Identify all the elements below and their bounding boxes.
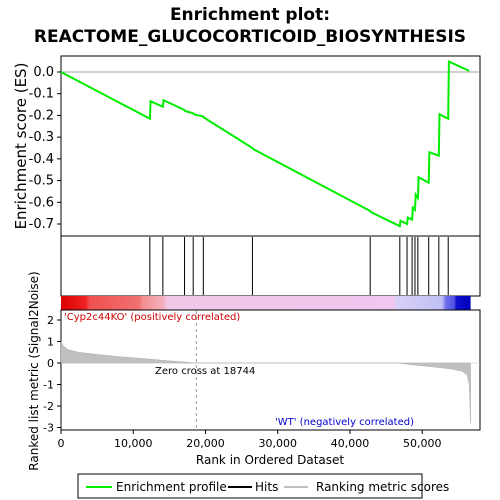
x-tick-label: 20,000 bbox=[186, 437, 225, 450]
metric-y-ticks: 2 1 0 -1 -2 -3 bbox=[43, 314, 61, 435]
x-tick-label: 10,000 bbox=[114, 437, 153, 450]
es-y-tick-label: -0.5 bbox=[29, 174, 54, 189]
es-y-tick-label: -0.6 bbox=[29, 195, 54, 210]
ranking-color-bar bbox=[61, 296, 471, 310]
legend-enrichment-profile-label: Enrichment profile bbox=[116, 480, 227, 494]
zero-cross-label: Zero cross at 18744 bbox=[155, 366, 255, 377]
es-y-tick-label: -0.3 bbox=[29, 130, 54, 145]
metric-y-tick-label: 0 bbox=[47, 357, 54, 370]
x-axis-label: Rank in Ordered Dataset bbox=[196, 453, 344, 467]
positive-correlation-label: 'Cyp2c44KO' (positively correlated) bbox=[64, 312, 240, 323]
metric-y-axis-label: Ranked list metric (Signal2Noise) bbox=[27, 271, 41, 470]
es-y-tick-label: -0.4 bbox=[29, 152, 54, 167]
es-y-tick-label: -0.7 bbox=[29, 217, 54, 232]
x-tick-label: 0 bbox=[58, 437, 65, 450]
x-tick-label: 40,000 bbox=[331, 437, 370, 450]
metric-panel-frame bbox=[60, 309, 481, 431]
negative-correlation-label: 'WT' (negatively correlated) bbox=[275, 417, 414, 428]
es-y-tick-label: -0.1 bbox=[29, 87, 54, 102]
x-axis-ticks: 0 10,000 20,000 30,000 40,000 50,000 bbox=[58, 430, 442, 450]
ranking-metric-area bbox=[60, 341, 471, 424]
metric-y-tick-label: 1 bbox=[47, 336, 54, 349]
chart-title-line1: Enrichment plot: bbox=[170, 5, 330, 25]
metric-y-tick-label: -1 bbox=[43, 379, 54, 392]
enrichment-profile-line bbox=[60, 60, 470, 228]
metric-y-tick-label: 2 bbox=[47, 314, 54, 327]
x-tick-label: 30,000 bbox=[258, 437, 297, 450]
metric-y-tick-label: -3 bbox=[43, 422, 54, 435]
legend-ranking-metric-label: Ranking metric scores bbox=[316, 480, 449, 494]
es-y-ticks: 0.0 -0.1 -0.2 -0.3 -0.4 -0.5 -0.6 -0.7 bbox=[29, 65, 61, 232]
chart-title-line2: REACTOME_GLUCOCORTICOID_BIOSYNTHESIS bbox=[34, 27, 466, 47]
es-y-tick-label: -0.2 bbox=[29, 108, 54, 123]
hits-group bbox=[149, 237, 449, 295]
hits-panel-frame bbox=[60, 235, 481, 297]
es-y-axis-label: Enrichment score (ES) bbox=[12, 63, 30, 230]
metric-y-tick-label: -2 bbox=[43, 400, 54, 413]
x-tick-label: 50,000 bbox=[403, 437, 442, 450]
es-panel-frame bbox=[60, 55, 481, 237]
es-y-tick-label: 0.0 bbox=[33, 65, 54, 80]
legend-hits-label: Hits bbox=[255, 480, 278, 494]
